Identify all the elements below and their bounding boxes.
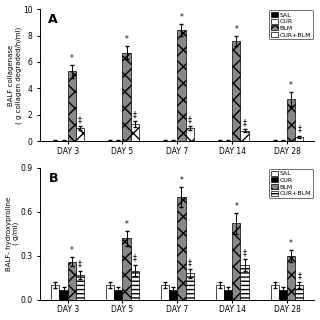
Bar xyxy=(106,285,114,300)
Text: ‡: ‡ xyxy=(243,118,246,127)
Bar xyxy=(60,290,68,300)
Y-axis label: BALF- hydroxyproline
( g/ml): BALF- hydroxyproline ( g/ml) xyxy=(5,197,19,271)
Text: *: * xyxy=(289,239,293,248)
Bar xyxy=(131,270,139,300)
Bar xyxy=(123,238,131,300)
Bar xyxy=(271,140,279,141)
Text: *: * xyxy=(125,35,129,44)
Bar xyxy=(216,140,224,141)
Bar xyxy=(131,124,139,141)
Text: ‡: ‡ xyxy=(133,110,137,119)
Bar xyxy=(232,41,240,141)
Text: B: B xyxy=(48,172,58,185)
Bar xyxy=(271,285,279,300)
Bar xyxy=(224,140,232,141)
Bar xyxy=(279,290,287,300)
Bar xyxy=(287,99,295,141)
Text: *: * xyxy=(70,54,74,63)
Bar xyxy=(216,285,224,300)
Bar xyxy=(177,197,186,300)
Text: ‡: ‡ xyxy=(243,248,246,257)
Bar xyxy=(123,53,131,141)
Bar xyxy=(295,137,303,141)
Bar xyxy=(51,140,60,141)
Text: *: * xyxy=(180,176,183,185)
Text: *: * xyxy=(125,220,129,229)
Legend: SAL, CUR, BLM, CUR+BLM: SAL, CUR, BLM, CUR+BLM xyxy=(269,10,313,39)
Bar xyxy=(295,285,303,300)
Text: A: A xyxy=(48,13,58,26)
Text: *: * xyxy=(289,81,293,90)
Text: ‡: ‡ xyxy=(297,124,301,134)
Bar xyxy=(76,128,84,141)
Bar xyxy=(240,265,249,300)
Text: ‡: ‡ xyxy=(188,115,192,124)
Bar xyxy=(68,262,76,300)
Bar xyxy=(161,140,169,141)
Text: *: * xyxy=(180,13,183,22)
Text: *: * xyxy=(234,202,238,211)
Text: ‡: ‡ xyxy=(188,258,192,267)
Text: ‡: ‡ xyxy=(78,260,82,268)
Text: *: * xyxy=(234,25,238,34)
Text: ‡: ‡ xyxy=(297,271,301,280)
Bar xyxy=(232,223,240,300)
Bar xyxy=(287,256,295,300)
Legend: SAL, CUR, BLM, CUR+BLM: SAL, CUR, BLM, CUR+BLM xyxy=(269,169,313,198)
Bar xyxy=(161,285,169,300)
Bar xyxy=(76,275,84,300)
Bar xyxy=(177,30,186,141)
Bar xyxy=(186,274,194,300)
Bar xyxy=(279,140,287,141)
Bar xyxy=(114,290,123,300)
Text: ‡: ‡ xyxy=(78,115,82,124)
Bar xyxy=(186,128,194,141)
Bar xyxy=(60,140,68,141)
Bar xyxy=(51,285,60,300)
Bar xyxy=(68,71,76,141)
Bar xyxy=(169,140,177,141)
Text: *: * xyxy=(70,246,74,255)
Text: ‡: ‡ xyxy=(133,254,137,263)
Bar xyxy=(114,140,123,141)
Y-axis label: BALF collagenase
( g collagen degraded/h/ml): BALF collagenase ( g collagen degraded/h… xyxy=(8,27,21,124)
Bar xyxy=(169,290,177,300)
Bar xyxy=(106,140,114,141)
Bar xyxy=(224,290,232,300)
Bar xyxy=(240,131,249,141)
